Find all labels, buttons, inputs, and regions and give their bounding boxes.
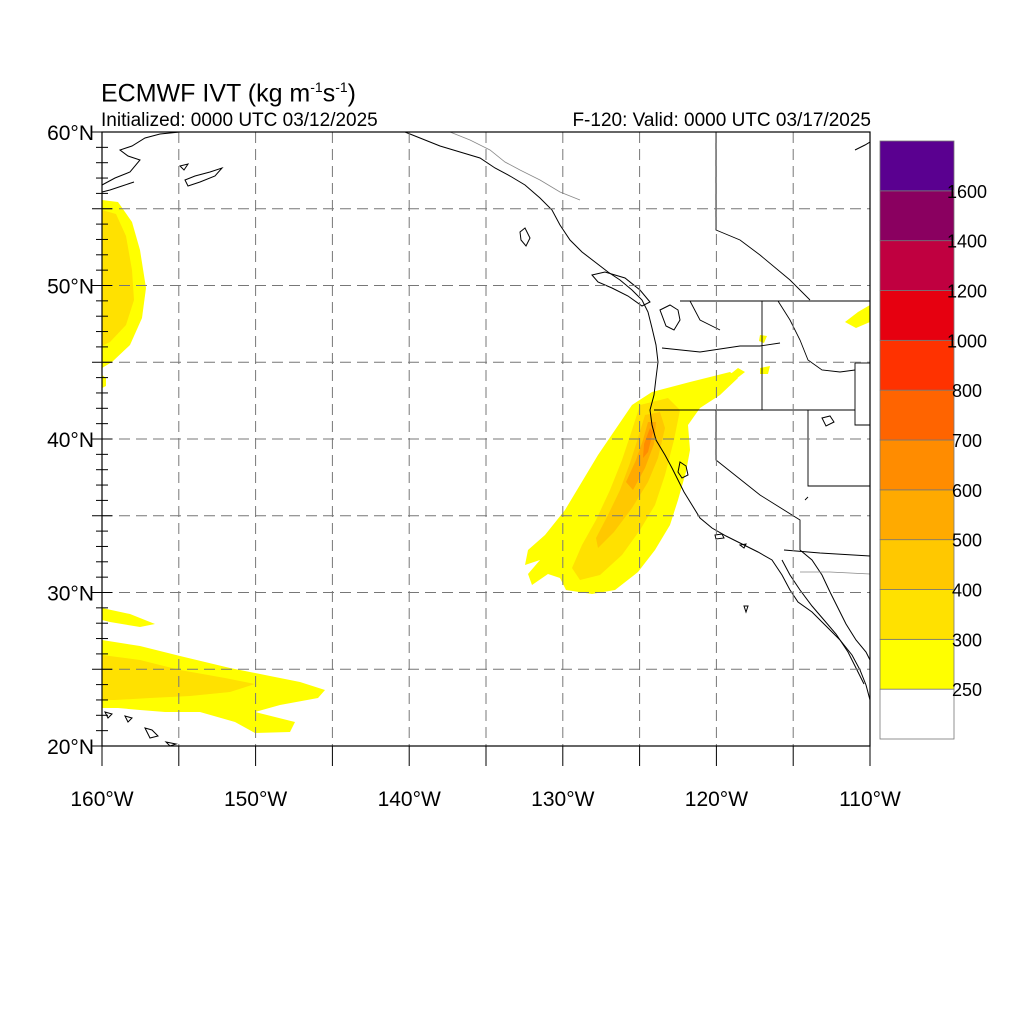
chart-title: ECMWF IVT (kg m-1s-1)	[101, 79, 356, 108]
colorbar-label: 700	[952, 431, 982, 451]
colorbar-label: 1600	[947, 182, 987, 202]
lon-tick-label: 150°W	[224, 788, 287, 811]
colorbar-label: 1200	[947, 282, 987, 302]
init-time-label: Initialized: 0000 UTC 03/12/2025	[101, 110, 378, 131]
colorbar-box	[879, 489, 955, 541]
colorbar-label: 250	[952, 680, 982, 700]
grid-lines	[102, 132, 870, 746]
ivt-region-subtropical	[102, 608, 325, 733]
colorbar-label: 1000	[947, 331, 987, 351]
canada-borders	[449, 132, 870, 575]
axis-ticks	[92, 131, 871, 766]
colorbar-box	[879, 688, 955, 740]
lat-tick-label: 30°N	[47, 583, 94, 606]
lon-tick-label: 110°W	[839, 788, 901, 811]
political-boundaries	[654, 132, 870, 557]
ivt-region-atmospheric-river	[525, 335, 770, 594]
colorbar-box	[879, 290, 955, 341]
colorbar-box	[879, 539, 955, 590]
colorbar-box	[879, 339, 955, 391]
lon-tick-label: 130°W	[531, 788, 594, 811]
colorbar-label: 800	[952, 381, 982, 401]
colorbar-box	[879, 190, 955, 242]
colorbar: 250 300 400 500 600 700 800 1000 1200 1400 1600	[879, 140, 987, 740]
lon-tick-label: 140°W	[378, 788, 441, 811]
colorbar-box	[879, 140, 955, 192]
colorbar-label: 400	[952, 581, 982, 601]
lat-tick-label: 40°N	[47, 429, 94, 452]
colorbar-box	[879, 589, 955, 640]
lat-tick-label: 60°N	[47, 122, 94, 145]
lon-tick-label: 160°W	[70, 788, 133, 811]
colorbar-box	[879, 240, 955, 291]
ivt-region-northwest	[102, 200, 146, 388]
colorbar-label: 1400	[947, 232, 987, 252]
lat-tick-label: 20°N	[47, 736, 94, 759]
axis-labels: 160°W 150°W 140°W 130°W 120°W 110°W 20°N 30°N 40…	[47, 122, 901, 811]
colorbar-label: 300	[952, 630, 982, 650]
colorbar-box	[879, 638, 955, 690]
lon-tick-label: 120°W	[685, 788, 748, 811]
colorbar-label: 600	[952, 481, 982, 501]
colorbar-label: 500	[952, 531, 982, 551]
colorbar-box	[879, 439, 955, 491]
ivt-region-northeast	[845, 305, 870, 328]
valid-time-label: F-120: Valid: 0000 UTC 03/17/2025	[572, 110, 871, 131]
lat-tick-label: 50°N	[47, 276, 94, 299]
colorbar-box	[879, 389, 955, 441]
